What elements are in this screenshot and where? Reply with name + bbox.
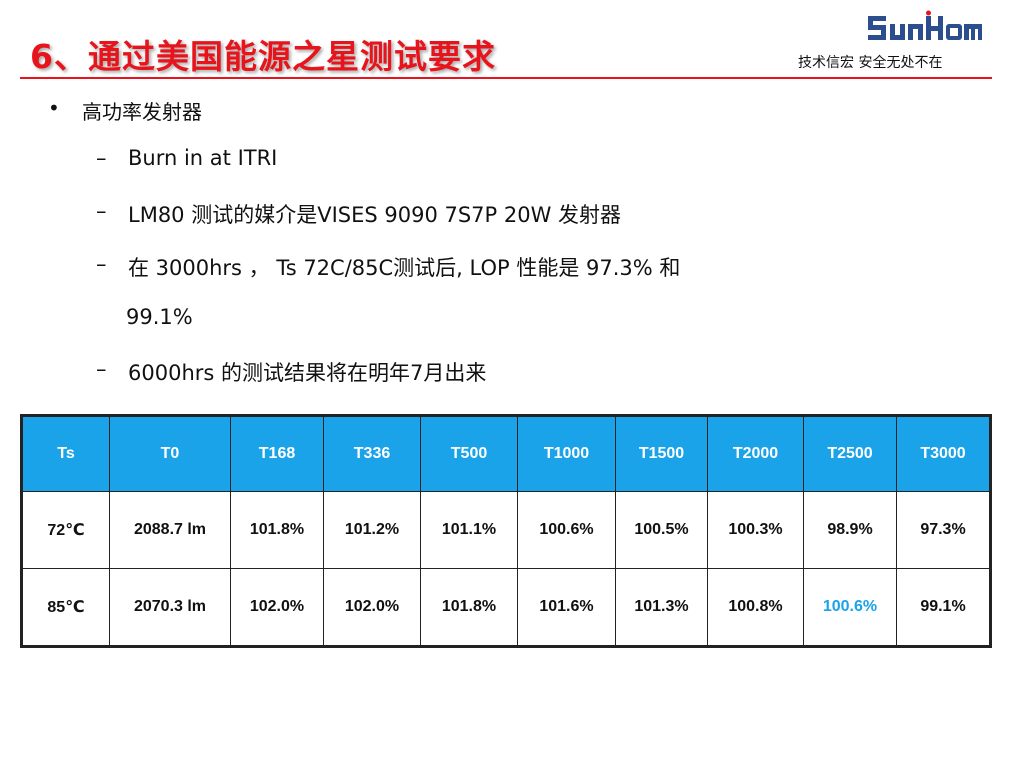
sub-item-text: LM80 测试的媒介是VISES 9090 7S7P 20W 发射器 bbox=[128, 203, 622, 227]
column-header: T168 bbox=[230, 415, 324, 492]
table-cell: 101.2% bbox=[323, 491, 421, 569]
table-cell: 100.6% bbox=[517, 491, 616, 569]
table-cell-highlighted: 100.6% bbox=[803, 568, 897, 647]
sub-item-text: 在 3000hrs ， Ts 72C/85C测试后, LOP 性能是 97.3%… bbox=[128, 256, 681, 280]
company-slogan: 技术信宏 安全无处不在 bbox=[798, 55, 943, 71]
lop-results-table: Ts T0 T168 T336 T500 T1000 T1500 T2000 T… bbox=[20, 414, 992, 648]
table-header-row: Ts T0 T168 T336 T500 T1000 T1500 T2000 T… bbox=[21, 415, 991, 492]
table-cell: 100.5% bbox=[615, 491, 708, 569]
column-header: T0 bbox=[109, 415, 231, 492]
column-header: T1000 bbox=[517, 415, 616, 492]
column-header: T2000 bbox=[707, 415, 804, 492]
dash-symbol: – bbox=[96, 146, 107, 170]
table-cell: 2070.3 lm bbox=[109, 568, 231, 647]
sub-item-3-continuation: 99.1% bbox=[126, 305, 193, 329]
column-header: T500 bbox=[420, 415, 518, 492]
sub-item-text: 6000hrs 的测试结果将在明年7月出来 bbox=[128, 361, 487, 385]
table-cell: 98.9% bbox=[803, 491, 897, 569]
table-cell: 85℃ bbox=[21, 568, 110, 647]
column-header: T1500 bbox=[615, 415, 708, 492]
column-header: Ts bbox=[21, 415, 110, 492]
column-header: T3000 bbox=[896, 415, 991, 492]
title-divider bbox=[20, 77, 992, 79]
table-row: 72℃ 2088.7 lm 101.8% 101.2% 101.1% 100.6… bbox=[21, 491, 991, 569]
table-cell: 101.6% bbox=[517, 568, 616, 647]
table-row: 85℃ 2070.3 lm 102.0% 102.0% 101.8% 101.6… bbox=[21, 568, 991, 647]
table-cell: 101.8% bbox=[230, 491, 324, 569]
table-cell: 99.1% bbox=[896, 568, 991, 647]
column-header: T336 bbox=[323, 415, 421, 492]
dash-symbol: – bbox=[96, 252, 107, 276]
table-cell: 102.0% bbox=[323, 568, 421, 647]
table-cell: 97.3% bbox=[896, 491, 991, 569]
table-cell: 72℃ bbox=[21, 491, 110, 569]
table-cell: 100.3% bbox=[707, 491, 804, 569]
table-cell: 102.0% bbox=[230, 568, 324, 647]
bullet-text: 高功率发射器 bbox=[82, 100, 202, 124]
table-cell: 2088.7 lm bbox=[109, 491, 231, 569]
table-cell: 101.8% bbox=[420, 568, 518, 647]
bullet-symbol: • bbox=[48, 96, 60, 120]
sunhom-logo bbox=[868, 10, 982, 40]
sub-item-text: Burn in at ITRI bbox=[128, 146, 278, 170]
table-cell: 101.1% bbox=[420, 491, 518, 569]
page-title: 6、通过美国能源之星测试要求 bbox=[30, 37, 496, 76]
table-cell: 101.3% bbox=[615, 568, 708, 647]
table-cell: 100.8% bbox=[707, 568, 804, 647]
dash-symbol: – bbox=[96, 357, 107, 381]
dash-symbol: – bbox=[96, 199, 107, 223]
column-header: T2500 bbox=[803, 415, 897, 492]
